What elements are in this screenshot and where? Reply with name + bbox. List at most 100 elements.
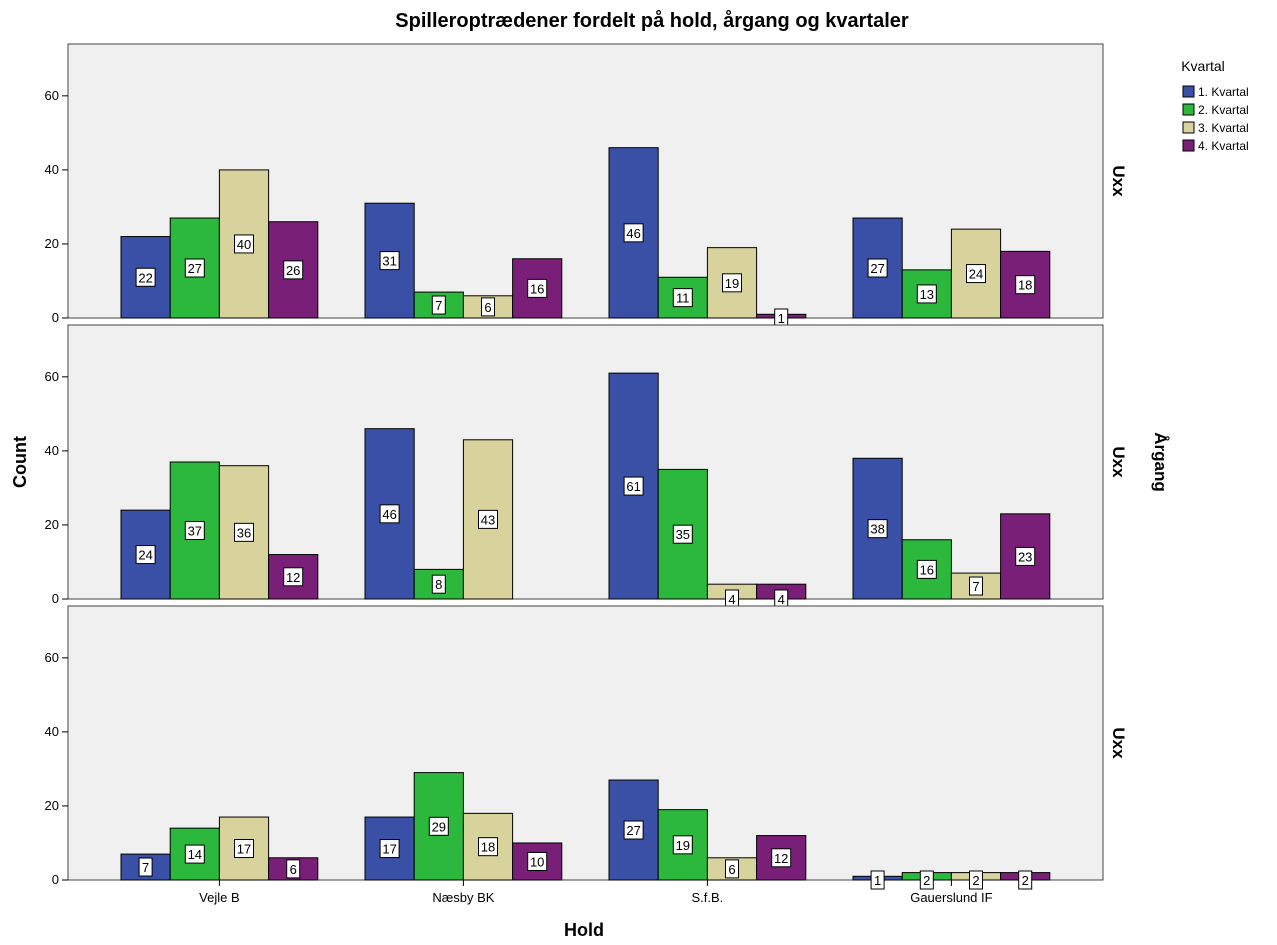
legend-label-4-kvartal: 4. Kvartal xyxy=(1198,139,1249,153)
x-tick-label: Næsby BK xyxy=(432,890,494,905)
data-label-box xyxy=(916,284,937,304)
data-label-box xyxy=(234,522,254,542)
data-label-box xyxy=(135,267,156,287)
data-label-box xyxy=(184,258,205,278)
data-label-box xyxy=(870,870,885,890)
x-tick-label: Gauerslund IF xyxy=(910,890,992,905)
data-label-box xyxy=(527,851,548,871)
data-label: 8 xyxy=(435,577,442,592)
data-label-box xyxy=(527,278,548,298)
data-label: 2 xyxy=(923,873,930,888)
data-label: 43 xyxy=(481,512,495,527)
data-label-box xyxy=(725,859,739,879)
data-label-box xyxy=(919,870,934,890)
panel-1: 0 20 40 60 Uxx 22 31 46 27 27 7 11 13 40 6 19 24 26 16 1 18 xyxy=(45,43,1128,328)
data-label-box xyxy=(1018,870,1033,890)
data-label-box xyxy=(672,835,693,855)
data-label: 7 xyxy=(435,298,442,313)
x-axis-title: Hold xyxy=(564,920,604,940)
y-tick-label: 20 xyxy=(45,798,59,813)
data-label: 31 xyxy=(382,254,396,269)
data-label: 27 xyxy=(626,823,640,838)
y-tick-label: 40 xyxy=(45,443,59,458)
data-label-box xyxy=(379,504,400,524)
y-tick-label: 60 xyxy=(45,650,59,665)
data-label: 18 xyxy=(1018,278,1032,293)
data-label-box xyxy=(428,816,449,836)
data-label-box xyxy=(969,870,983,890)
data-label-box xyxy=(283,260,304,280)
data-label: 12 xyxy=(286,570,300,585)
data-label-box xyxy=(478,837,498,857)
panel-strip-label: Uxx xyxy=(1109,446,1128,478)
data-label: 17 xyxy=(382,842,396,857)
y-tick-label: 0 xyxy=(52,591,59,606)
data-label-box xyxy=(722,273,742,293)
data-label-box xyxy=(234,839,254,859)
data-label: 18 xyxy=(481,840,495,855)
data-label-box xyxy=(379,839,400,859)
y-tick-label: 40 xyxy=(45,162,59,177)
data-label: 1 xyxy=(778,311,785,326)
data-label: 29 xyxy=(432,819,446,834)
data-label: 24 xyxy=(969,267,983,282)
data-label: 40 xyxy=(237,237,251,252)
data-label: 26 xyxy=(286,263,300,278)
data-label-box xyxy=(1015,546,1036,566)
data-label: 12 xyxy=(774,851,788,866)
data-label-box xyxy=(969,576,983,596)
data-label-box xyxy=(431,574,446,594)
y-tick-label: 20 xyxy=(45,236,59,251)
data-label: 13 xyxy=(920,287,934,302)
data-label-box xyxy=(623,820,644,840)
data-label-box xyxy=(623,223,644,243)
data-label: 11 xyxy=(676,291,690,306)
legend-title: Kvartal xyxy=(1181,58,1225,74)
y-tick-label: 60 xyxy=(45,88,59,103)
data-label-box xyxy=(481,297,495,317)
panel-3: 0 20 40 60 Uxx 7 17 27 1 14 29 19 2 17 18 6 2 6 10 12 2 xyxy=(45,605,1128,890)
data-label-box xyxy=(135,545,156,565)
data-label: 36 xyxy=(237,525,251,540)
data-label: 23 xyxy=(1018,549,1032,564)
y-tick-label: 40 xyxy=(45,724,59,739)
data-label: 46 xyxy=(382,507,396,522)
data-label: 16 xyxy=(530,281,544,296)
data-label-box xyxy=(138,857,153,877)
data-label-box xyxy=(379,251,400,271)
data-label: 1 xyxy=(874,873,881,888)
data-label: 7 xyxy=(142,860,149,875)
x-tick-label: Vejle B xyxy=(199,890,239,905)
data-label-box xyxy=(916,559,937,579)
data-label: 19 xyxy=(725,276,739,291)
data-label: 6 xyxy=(290,862,297,877)
legend-swatch-4-kvartal xyxy=(1182,139,1195,152)
data-label-box xyxy=(771,848,792,868)
data-label-box xyxy=(431,295,446,315)
data-label-box xyxy=(184,844,205,864)
data-label-box xyxy=(286,859,301,879)
panel-strip-label: Uxx xyxy=(1109,727,1128,759)
legend-label-3-kvartal: 3. Kvartal xyxy=(1198,121,1249,135)
legend-swatch-2-kvartal xyxy=(1182,103,1195,116)
bar-1-kvartal-gauerslund-if xyxy=(852,217,903,319)
y-tick-label: 0 xyxy=(52,872,59,887)
data-label: 16 xyxy=(920,562,934,577)
data-label: 17 xyxy=(237,842,251,857)
data-label: 61 xyxy=(626,479,640,494)
data-label: 4 xyxy=(778,592,785,607)
panel-2: 0 20 40 60 Uxx 24 46 61 38 37 8 35 16 36 43 4 7 12 4 23 xyxy=(45,324,1128,609)
data-label: 4 xyxy=(728,592,735,607)
y-axis-title: Count xyxy=(10,436,30,488)
data-label: 46 xyxy=(626,226,640,241)
data-label: 27 xyxy=(870,261,884,276)
legend-label-1-kvartal: 1. Kvartal xyxy=(1198,85,1249,99)
data-label: 37 xyxy=(188,524,202,539)
data-label: 6 xyxy=(484,300,491,315)
data-label-box xyxy=(234,234,254,254)
panel-strip-label: Uxx xyxy=(1109,165,1128,197)
data-label: 27 xyxy=(188,261,202,276)
data-label: 35 xyxy=(676,527,690,542)
